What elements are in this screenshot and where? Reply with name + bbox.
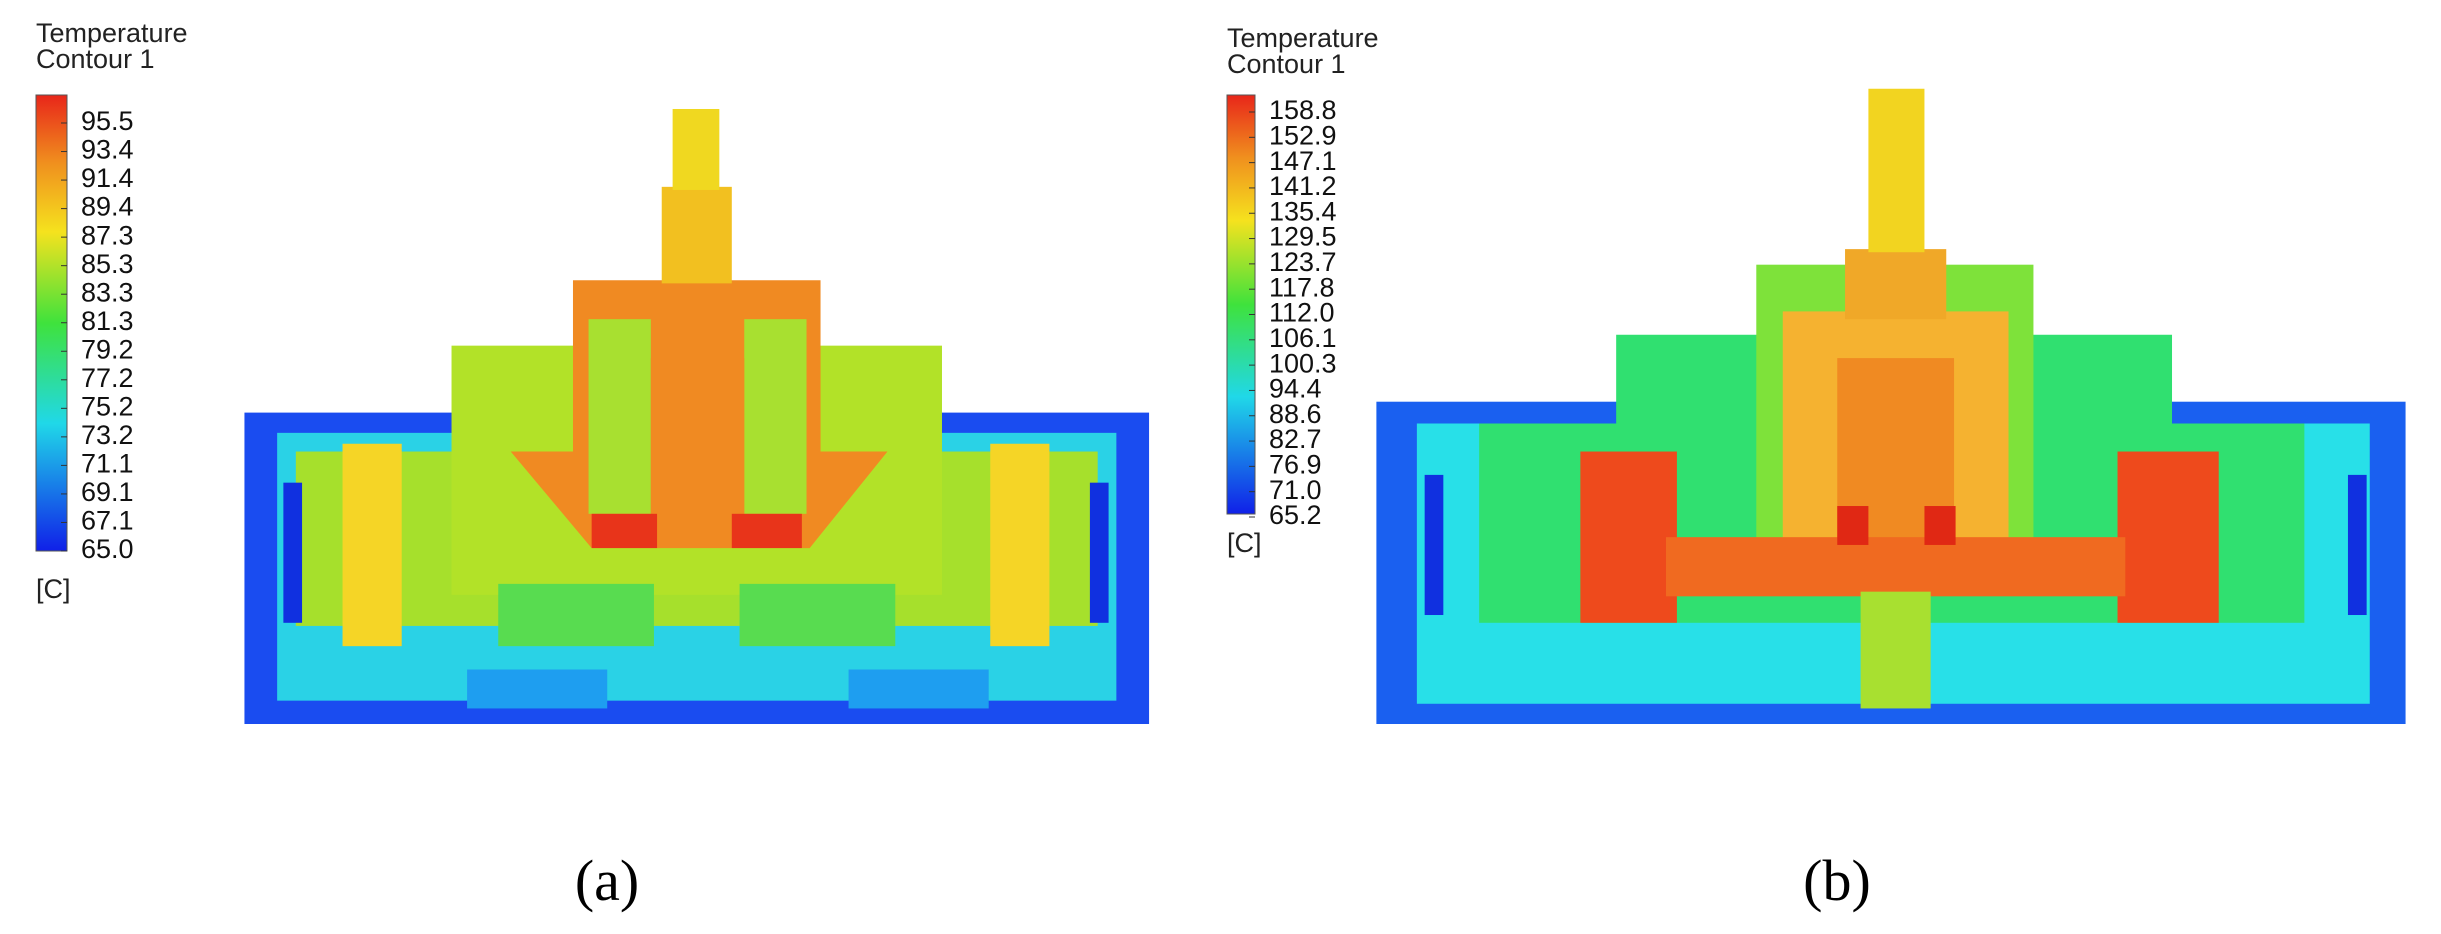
colorbar-label: 81.3 [81,306,134,336]
colorbar-label: 69.1 [81,477,134,507]
legend-subtitle: Contour 1 [36,44,155,74]
colorbar-label: 91.4 [81,163,134,193]
colorbar-label: 94.4 [1269,374,1322,404]
panel-caption: (a) [575,848,639,913]
colorbar-label: 76.9 [1269,450,1322,480]
colorbar-label: 95.5 [81,106,134,136]
colorbar-label: 93.4 [81,135,134,165]
colorbar-label: 117.8 [1269,272,1335,302]
colorbar-label: 65.0 [81,534,134,564]
colorbar-label: 83.3 [81,277,134,307]
colorbar-label: 89.4 [81,192,134,222]
colorbar-label: 123.7 [1269,247,1337,277]
colorbar-label: 141.2 [1269,171,1337,201]
legend-title: Temperature [36,18,188,48]
colorbar-label: 106.1 [1269,323,1337,353]
legend-unit: [C] [1227,528,1262,558]
colorbar-label: 152.9 [1269,120,1337,150]
colorbar-label: 73.2 [81,420,134,450]
colorbar-label: 85.3 [81,249,134,279]
colorbar-label: 71.0 [1269,475,1322,505]
colorbar-label: 77.2 [81,363,134,393]
panel-caption: (b) [1803,848,1871,913]
colorbar-label: 67.1 [81,506,134,536]
colorbar-label: 71.1 [81,449,134,479]
colorbar-label: 112.0 [1269,298,1335,328]
contour-a [244,108,1150,725]
contour-b [1376,88,2406,725]
colorbar [1226,94,1256,515]
legend-title: Temperature [1227,23,1379,53]
colorbar-label: 75.2 [81,391,134,421]
colorbar-label: 135.4 [1269,196,1337,226]
colorbar-label: 100.3 [1269,348,1337,378]
colorbar-label: 88.6 [1269,399,1322,429]
colorbar-label: 82.7 [1269,424,1322,454]
legend-subtitle: Contour 1 [1227,49,1346,79]
colorbar-label: 147.1 [1269,146,1337,176]
legend-unit: [C] [36,574,71,604]
colorbar-label: 129.5 [1269,222,1337,252]
colorbar-label: 79.2 [81,334,134,364]
colorbar-label: 65.2 [1269,500,1322,530]
colorbar-label: 87.3 [81,220,134,250]
colorbar-label: 158.8 [1269,95,1337,125]
